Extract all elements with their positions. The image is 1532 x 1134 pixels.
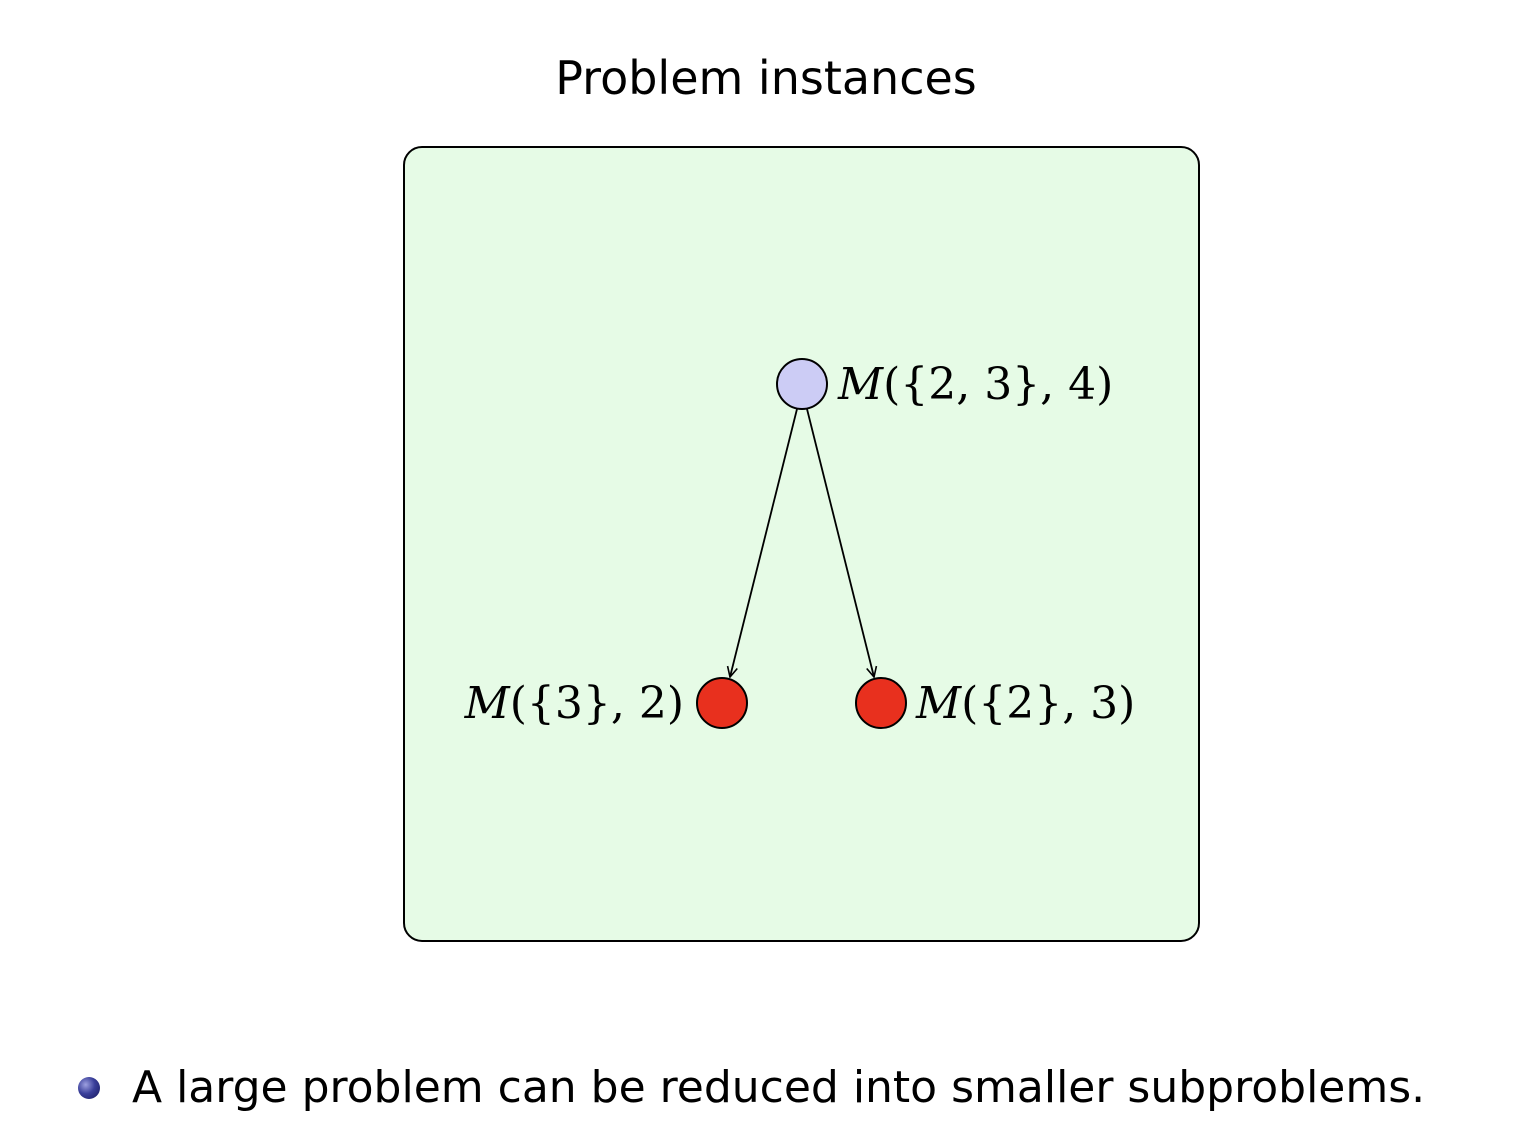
node-left bbox=[696, 677, 748, 729]
bullet-text: A large problem can be reduced into smal… bbox=[132, 1062, 1426, 1113]
edge-root-to-left bbox=[730, 408, 798, 677]
bullet-item: A large problem can be reduced into smal… bbox=[78, 1058, 1425, 1118]
problem-space-panel bbox=[403, 146, 1200, 942]
node-right bbox=[855, 677, 907, 729]
node-right-label: M({2}, 3) bbox=[915, 678, 1135, 729]
edge-root-to-right bbox=[806, 408, 874, 677]
node-right-label-var: M bbox=[915, 678, 962, 729]
node-right-label-args: ({2}, 3) bbox=[961, 678, 1135, 729]
node-root bbox=[776, 358, 828, 410]
slide-title: Problem instances bbox=[555, 51, 977, 105]
node-left-label: M({3}, 2) bbox=[464, 678, 684, 729]
node-root-label-var: M bbox=[837, 359, 884, 410]
node-left-label-var: M bbox=[464, 678, 511, 729]
node-left-label-args: ({3}, 2) bbox=[510, 678, 684, 729]
bullet-icon bbox=[78, 1077, 100, 1099]
node-root-label: M({2, 3}, 4) bbox=[837, 359, 1113, 410]
node-root-label-args: ({2, 3}, 4) bbox=[883, 359, 1113, 410]
